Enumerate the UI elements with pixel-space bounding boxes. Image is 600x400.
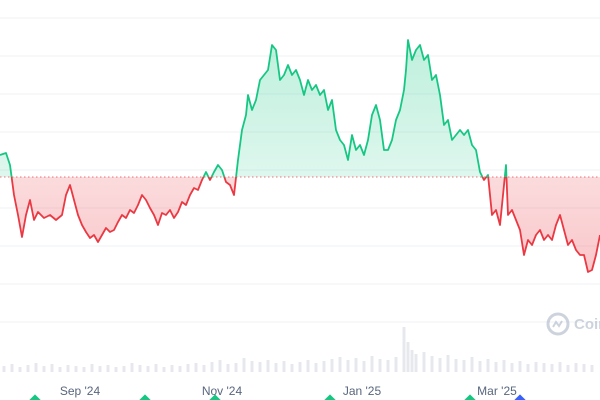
x-tick-label: Jan '25 — [343, 384, 382, 398]
volume-bar — [438, 358, 442, 372]
volume-bar — [478, 361, 482, 372]
watermark-text: CoinMarketCap — [574, 316, 600, 333]
volume-bar — [306, 360, 310, 372]
event-marker[interactable] — [324, 394, 336, 400]
volume-bar — [170, 365, 174, 372]
volume-bar — [18, 367, 22, 372]
volume-bar — [10, 364, 14, 372]
plot — [0, 39, 600, 273]
volume-bar — [410, 350, 414, 372]
volume-bar — [430, 356, 434, 372]
volume-bar — [462, 360, 466, 372]
volume-bar — [234, 363, 238, 372]
volume-bar — [486, 359, 490, 372]
volume-bar — [210, 362, 214, 372]
volume-bar — [74, 366, 78, 372]
volume-bar — [90, 364, 94, 372]
volume-bar — [454, 359, 458, 372]
volume-bar — [186, 364, 190, 372]
volume-bar — [370, 356, 374, 372]
volume-bar — [518, 361, 522, 372]
volume-bar — [394, 357, 398, 372]
event-marker[interactable] — [464, 394, 476, 400]
volume-bar — [146, 366, 150, 372]
event-marker[interactable] — [29, 394, 41, 400]
x-tick-label: Sep '24 — [60, 384, 101, 398]
event-markers — [29, 394, 526, 400]
event-marker[interactable] — [139, 394, 151, 400]
price-line-up — [0, 39, 508, 177]
volume-bar — [290, 364, 294, 372]
watermark-logo — [546, 312, 570, 336]
volume-bar — [362, 361, 366, 372]
volume-bar — [282, 361, 286, 372]
volume-bar — [266, 360, 270, 372]
volume-bar — [574, 363, 578, 372]
volume-bar — [534, 362, 538, 372]
volume-bar — [194, 363, 198, 372]
volume-bar — [386, 360, 390, 372]
volume-bar — [42, 366, 46, 372]
price-line-down — [10, 177, 600, 273]
volume-bar — [178, 366, 182, 372]
watermark: CoinMarketCap — [546, 312, 600, 336]
volume-bar — [322, 361, 326, 372]
volume-bar — [446, 355, 450, 372]
volume-bar — [66, 365, 70, 372]
volume-bar — [542, 363, 546, 372]
area-up — [0, 40, 600, 177]
volume-bar — [402, 327, 406, 372]
volume-bar — [566, 365, 570, 372]
volume-bar — [106, 365, 110, 372]
volume-bar — [406, 342, 410, 372]
area-down — [0, 177, 600, 272]
volume-bar — [558, 362, 562, 372]
volume-bar — [550, 364, 554, 372]
volume-bar — [242, 358, 246, 372]
volume-bar — [346, 360, 350, 372]
volume — [2, 327, 594, 372]
volume-bar — [138, 365, 142, 372]
volume-bar — [494, 362, 498, 372]
volume-bar — [330, 359, 334, 372]
volume-bar — [50, 364, 54, 372]
volume-bar — [98, 366, 102, 372]
volume-bar — [34, 363, 38, 372]
volume-bar — [414, 354, 418, 372]
volume-bar — [26, 365, 30, 372]
volume-bar — [82, 367, 86, 372]
volume-bar — [258, 362, 262, 372]
volume-bar — [354, 358, 358, 372]
x-tick-label: Nov '24 — [202, 384, 243, 398]
volume-bar — [526, 364, 530, 372]
volume-bar — [154, 364, 158, 372]
volume-bar — [590, 365, 594, 372]
volume-bar — [2, 366, 6, 372]
volume-bar — [130, 363, 134, 372]
volume-bar — [582, 364, 586, 372]
volume-bar — [58, 367, 62, 372]
volume-bar — [162, 367, 166, 372]
volume-bar — [250, 361, 254, 372]
volume-bar — [422, 352, 426, 372]
volume-bar — [274, 363, 278, 372]
x-tick-label: Mar '25 — [477, 384, 517, 398]
volume-bar — [338, 357, 342, 372]
event-marker[interactable] — [209, 394, 221, 400]
volume-bar — [122, 366, 126, 372]
volume-bar — [502, 360, 506, 372]
volume-bar — [114, 367, 118, 372]
volume-bar — [226, 364, 230, 372]
volume-bar — [298, 362, 302, 372]
volume-bar — [202, 365, 206, 372]
volume-bar — [314, 363, 318, 372]
volume-bar — [510, 363, 514, 372]
watermark-logo-mark — [552, 320, 563, 328]
volume-bar — [378, 359, 382, 372]
volume-bar — [470, 357, 474, 372]
event-marker[interactable] — [514, 394, 526, 400]
volume-bar — [218, 360, 222, 372]
